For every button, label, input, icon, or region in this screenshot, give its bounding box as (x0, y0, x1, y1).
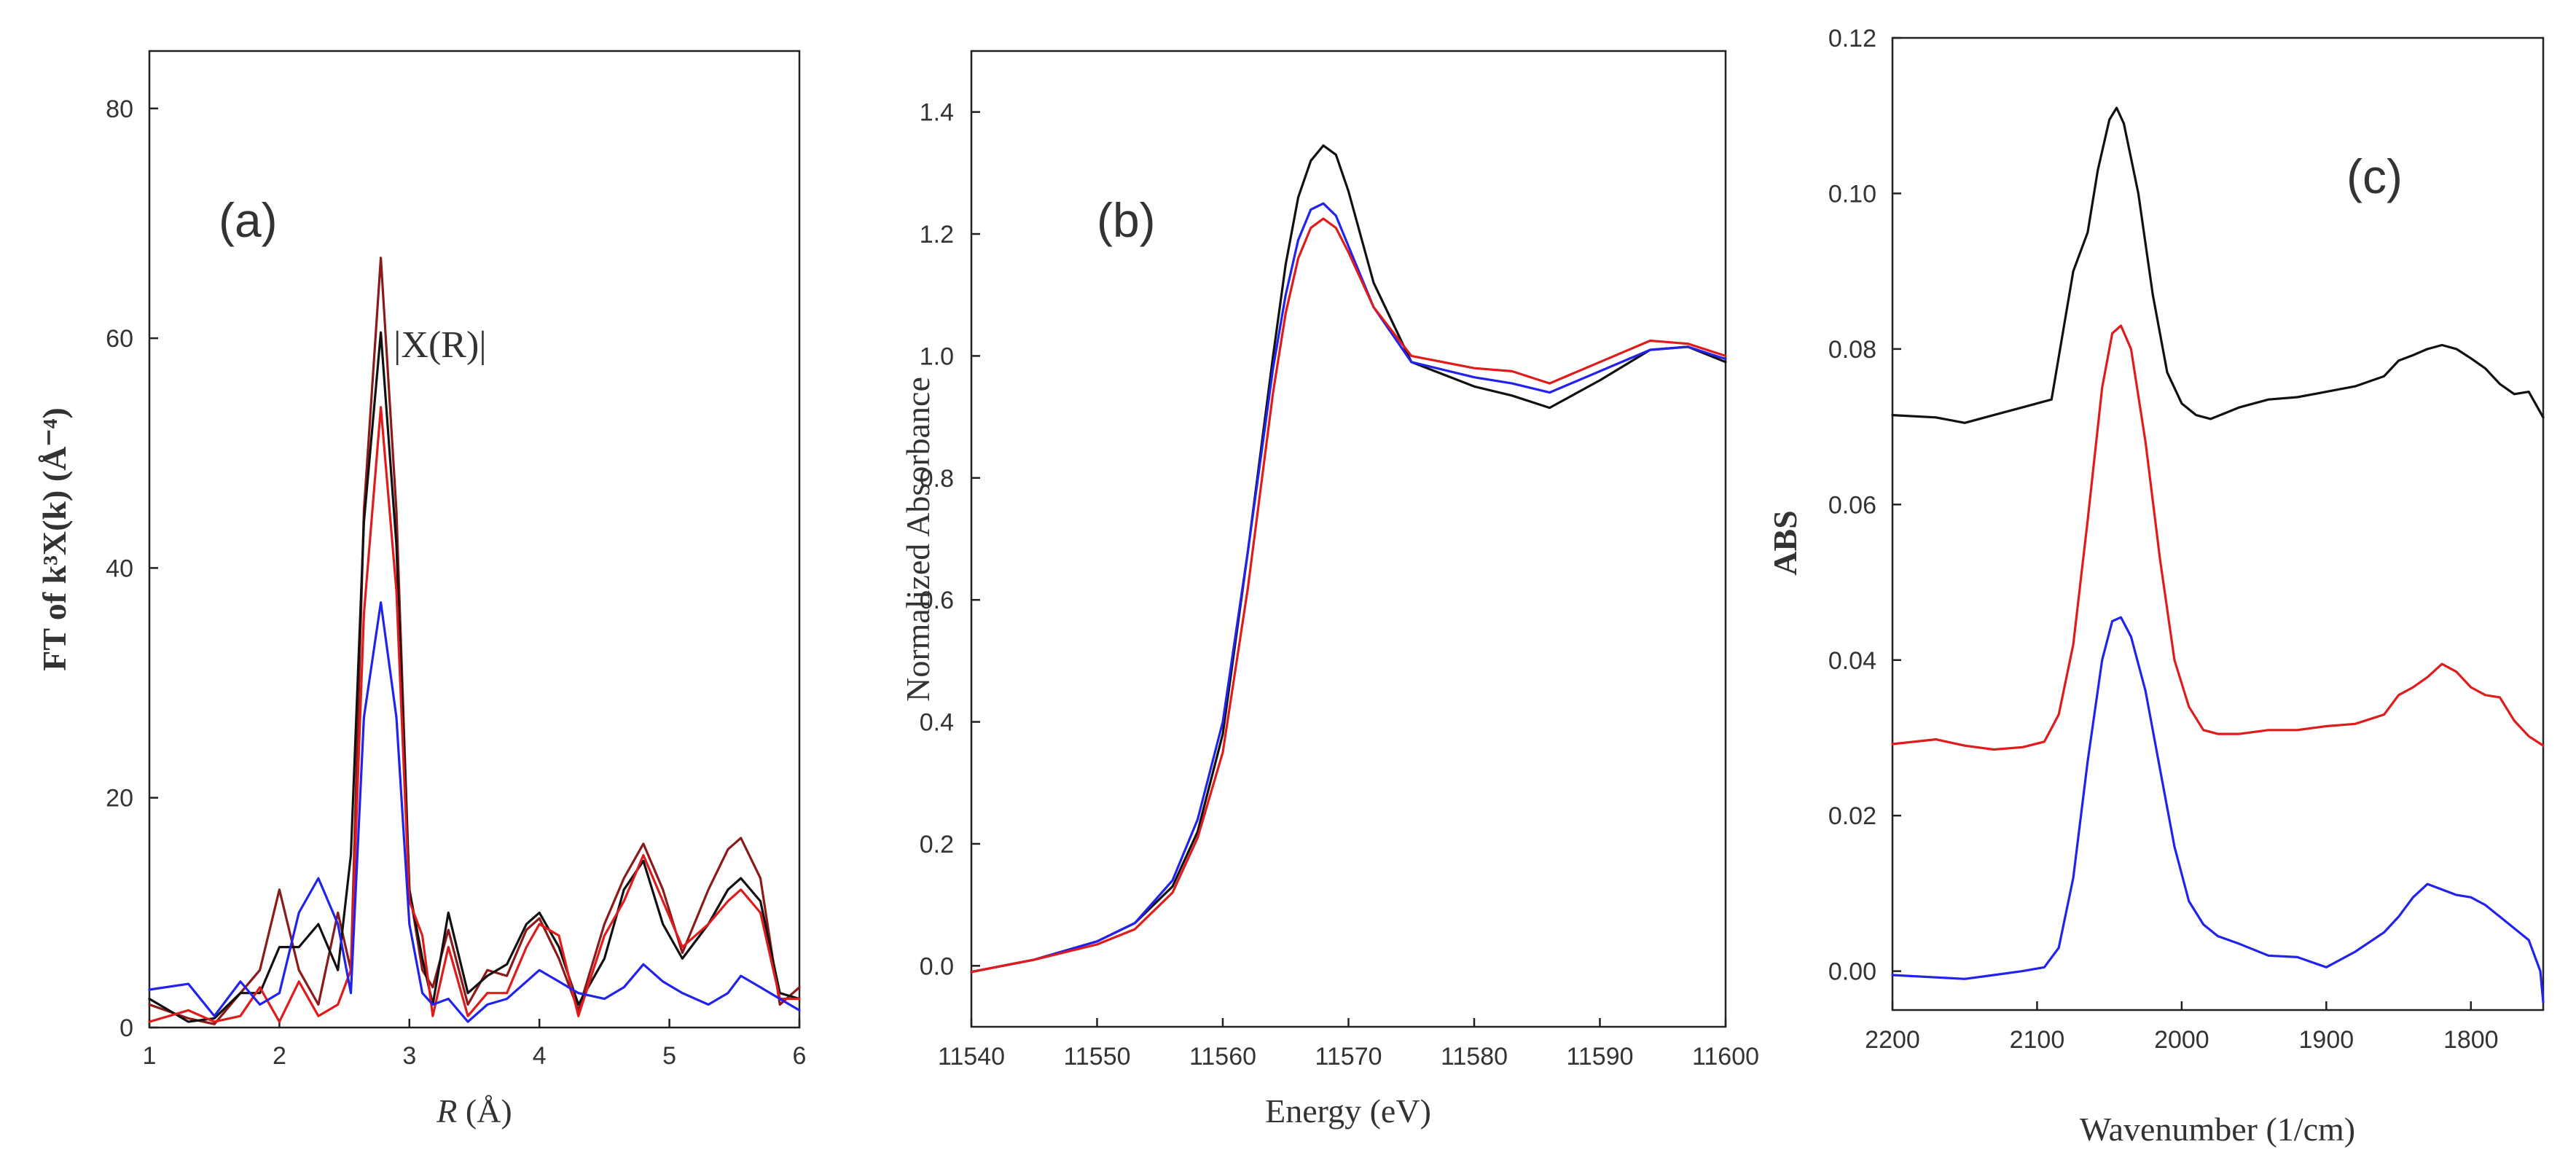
panel-c-y-tick-label: 0.02 (1828, 802, 1876, 830)
panel-a-x-tick-label: 6 (793, 1042, 807, 1070)
panel-b-y-tick-label: 0.6 (920, 587, 954, 614)
panel-c-series-red-line (1891, 324, 2545, 751)
panel-b-x-tick-label: 11540 (938, 1043, 1005, 1071)
panel-c-x-tick-label: 1800 (2443, 1026, 2499, 1054)
panel-b-x-tick-label: 11560 (1189, 1043, 1256, 1071)
panel-b: 11540 11550 11560 11570 11580 11590 11600 0.0 0.… (899, 50, 1759, 1130)
panel-b-series (970, 144, 1727, 974)
panel-a-x-tick-label: 3 (402, 1042, 416, 1070)
panel-a-x-tick-label: 2 (273, 1042, 286, 1070)
panel-c-x-tick-label: 2000 (2154, 1026, 2209, 1054)
panel-c-x-tick-label: 2200 (1865, 1026, 1920, 1054)
panel-a-y-axis-title: FT of k³Χ(k) (Å⁻⁴) (36, 407, 73, 671)
panel-a-y-tick-label: 80 (106, 95, 133, 123)
panel-a-x-tick-label: 4 (533, 1042, 547, 1070)
panel-b-x-axis-title: Energy (eV) (1265, 1092, 1431, 1130)
panel-a-series-red-line (148, 406, 801, 1023)
panel-a-x-tick-label: 1 (143, 1042, 157, 1070)
panel-b-x-tick-label: 11570 (1315, 1043, 1382, 1071)
panel-c-y-tick-label: 0.00 (1828, 958, 1876, 986)
panel-a-y-tick-label: 20 (106, 785, 133, 813)
panel-c-ticks: 2200 2100 2000 1900 1800 0.00 0.02 0.04 0.06 0.08… (1828, 25, 2499, 1054)
panel-a-series-black-line (148, 331, 801, 1023)
panel-a-series-dark-red-line (148, 257, 801, 1025)
panel-b-y-tick-label: 1.2 (920, 221, 954, 249)
panel-b-y-tick-label: 0.4 (920, 709, 954, 737)
panel-c-y-tick-label: 0.12 (1828, 25, 1876, 52)
panel-c-x-tick-label: 2100 (2010, 1026, 2065, 1054)
panel-a-label: (a) (219, 193, 278, 247)
panel-c: 2200 2100 2000 1900 1800 0.00 0.02 0.04 0.06 0.08… (1766, 25, 2545, 1148)
panel-a-annotation: |Χ(R)| (394, 324, 487, 366)
panel-b-y-tick-label: 0.8 (920, 465, 954, 493)
panel-a-series-blue-line (148, 601, 801, 1023)
panel-c-y-tick-label: 0.10 (1828, 180, 1876, 208)
panel-b-y-tick-label: 0.0 (920, 952, 954, 980)
panel-a-x-axis-title-rest: (Å) (457, 1092, 512, 1130)
panel-c-series-black-line (1891, 106, 2545, 424)
panel-b-label: (b) (1097, 193, 1156, 247)
panel-a-series (148, 257, 801, 1025)
panel-c-label: (c) (2346, 149, 2403, 203)
panel-a-x-axis-title-italic: R (436, 1092, 457, 1130)
panel-b-ticks: 11540 11550 11560 11570 11580 11590 11600 0.0 0.… (920, 99, 1759, 1071)
panel-b-y-tick-label: 1.4 (920, 99, 954, 127)
panel-b-y-axis-title: Normalized Absorbance (899, 377, 936, 702)
panel-c-frame (1891, 36, 2545, 1011)
panel-c-y-tick-label: 0.08 (1828, 336, 1876, 364)
panel-a-y-tick-label: 0 (120, 1014, 133, 1042)
panel-b-series-black-line (970, 144, 1727, 974)
panel-c-y-tick-label: 0.06 (1828, 491, 1876, 519)
panel-a-x-tick-label: 5 (662, 1042, 676, 1070)
panel-b-x-tick-label: 11550 (1063, 1043, 1130, 1071)
panel-c-x-tick-label: 1900 (2299, 1026, 2354, 1054)
panel-c-y-axis-title: ABS (1766, 510, 1804, 575)
panel-c-y-tick-label: 0.04 (1828, 647, 1876, 675)
panel-a-frame (148, 50, 801, 1029)
panel-b-series-red-line (970, 217, 1727, 974)
panel-b-y-tick-label: 0.2 (920, 831, 954, 858)
panel-a-y-tick-label: 40 (106, 555, 133, 582)
panel-c-series (1891, 106, 2545, 1003)
panel-b-frame (970, 50, 1727, 1028)
panel-c-x-axis-title: Wavenumber (1/cm) (2080, 1111, 2355, 1148)
panel-c-series-blue-line (1891, 616, 2545, 1003)
panel-b-y-tick-label: 1.0 (920, 343, 954, 370)
panel-b-x-tick-label: 11600 (1692, 1043, 1759, 1071)
panel-b-x-tick-label: 11590 (1566, 1043, 1633, 1071)
panel-a-y-tick-label: 60 (106, 325, 133, 353)
panel-a-x-axis-title: R (Å) (436, 1092, 512, 1130)
panel-b-series-blue-line (970, 202, 1727, 974)
panel-b-x-tick-label: 11580 (1441, 1043, 1508, 1071)
